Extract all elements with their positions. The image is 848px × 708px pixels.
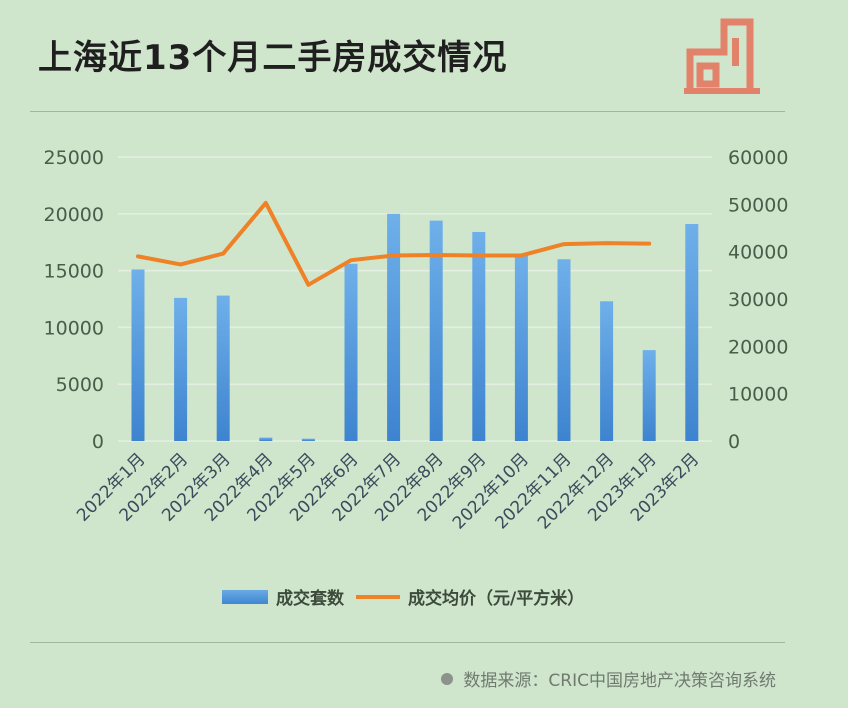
bar xyxy=(429,220,443,441)
data-source: 数据来源：CRIC中国房地产决策咨询系统 xyxy=(441,666,776,691)
bar xyxy=(301,438,315,441)
y-tick-right: 40000 xyxy=(728,242,788,264)
bar xyxy=(472,231,486,441)
chart-canvas: 0 5000 10000 15000 20000 25000 0 10000 20000 3000… xyxy=(44,147,789,533)
legend-bar-swatch xyxy=(222,589,268,604)
legend-line-label: 成交均价（元/平方米） xyxy=(408,589,585,609)
bar xyxy=(685,224,699,441)
y-tick-left: 15000 xyxy=(44,261,104,283)
y-tick-left: 10000 xyxy=(44,317,104,339)
data-source-text: 数据来源：CRIC中国房地产决策咨询系统 xyxy=(463,671,776,691)
y-tick-left: 5000 xyxy=(56,374,104,396)
legend-bar-label: 成交套数 xyxy=(276,589,344,609)
bar xyxy=(216,295,230,441)
chart-legend: 成交套数 成交均价（元/平方米） xyxy=(222,584,584,609)
y-tick-right: 20000 xyxy=(728,336,788,358)
y-tick-left: 0 xyxy=(92,431,104,453)
bar xyxy=(174,297,188,441)
y-tick-right: 50000 xyxy=(728,194,788,216)
bar xyxy=(642,350,656,441)
bar xyxy=(600,301,614,441)
bar xyxy=(514,253,528,441)
y-tick-right: 60000 xyxy=(728,147,788,169)
bar xyxy=(557,259,571,441)
y-tick-right: 0 xyxy=(728,431,740,453)
page-title: 上海近13个月二手房成交情况 xyxy=(38,38,508,78)
header-divider xyxy=(30,111,785,112)
bar xyxy=(259,437,273,441)
bar xyxy=(387,213,401,441)
footer-divider xyxy=(30,642,785,643)
y-tick-left: 25000 xyxy=(44,147,104,169)
y-tick-left: 20000 xyxy=(44,204,104,226)
bar xyxy=(344,263,358,441)
y-tick-right: 30000 xyxy=(728,289,788,311)
bullet-dot-icon xyxy=(441,672,454,685)
building-icon xyxy=(684,16,764,100)
bar xyxy=(131,269,145,441)
legend-line-swatch xyxy=(356,594,400,599)
y-tick-right: 10000 xyxy=(728,384,788,406)
